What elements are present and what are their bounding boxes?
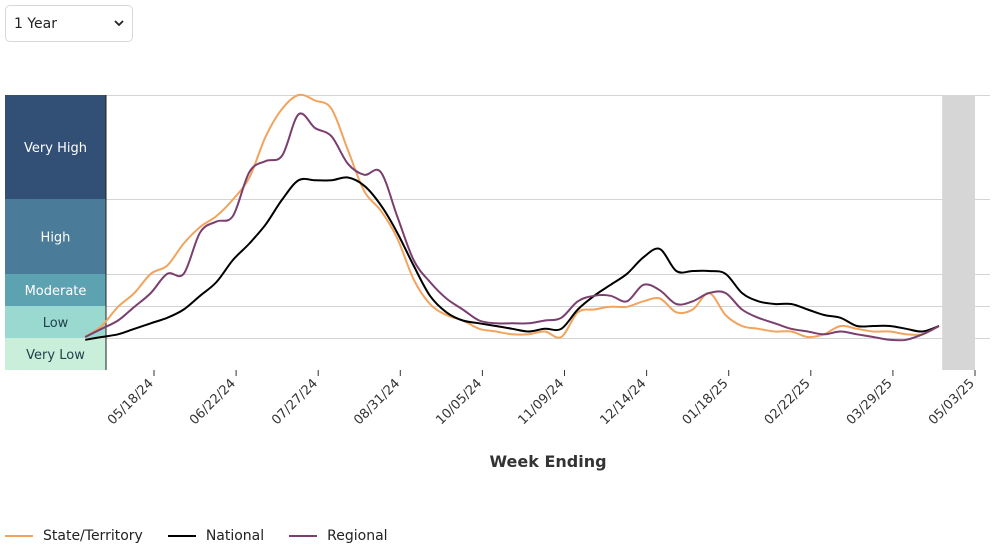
x-tick-label: 01/18/25 xyxy=(680,376,732,428)
x-axis: 05/18/24 06/22/24 07/27/24 08/31/24 10/05/24… xyxy=(105,370,978,428)
x-tick-label: 07/27/24 xyxy=(269,376,321,428)
series-line-state-territory xyxy=(84,93,940,339)
legend-item-national[interactable]: National xyxy=(167,528,265,544)
x-tick-label: 03/29/25 xyxy=(844,376,896,428)
level-label-very-high: Very High xyxy=(24,141,87,156)
projection-period-band xyxy=(942,95,975,370)
level-band-very-low xyxy=(5,338,106,370)
legend-item-regional[interactable]: Regional xyxy=(289,528,388,544)
x-tick-label: 12/14/24 xyxy=(598,376,650,428)
level-bands: Very High High Moderate Low Very Low xyxy=(5,95,106,370)
legend-item-state-territory[interactable]: State/Territory xyxy=(5,528,143,544)
x-tick-label: 10/05/24 xyxy=(433,376,485,428)
level-label-very-low: Very Low xyxy=(26,348,85,363)
series-lines xyxy=(84,93,940,342)
legend-label: State/Territory xyxy=(43,528,143,544)
level-band-high xyxy=(5,199,106,274)
legend-label: National xyxy=(205,528,265,544)
x-tick-label: 05/18/24 xyxy=(105,376,157,428)
chevron-down-icon xyxy=(114,20,124,27)
level-label-low: Low xyxy=(43,316,69,331)
legend-label: Regional xyxy=(327,528,388,544)
series-line-regional xyxy=(84,112,940,342)
x-tick-label: 08/31/24 xyxy=(351,376,403,428)
x-axis-title: Week Ending xyxy=(489,452,606,471)
level-label-high: High xyxy=(41,231,71,246)
level-band-moderate xyxy=(5,274,106,306)
time-range-select[interactable]: 1 Year xyxy=(5,5,133,42)
series-line-national xyxy=(85,176,940,341)
legend-swatch xyxy=(167,535,196,537)
level-band-low xyxy=(5,306,106,338)
chart-gridlines xyxy=(106,95,990,339)
x-tick-label: 06/22/24 xyxy=(187,376,239,428)
legend-swatch xyxy=(289,535,318,537)
x-tick-label: 05/03/25 xyxy=(926,376,978,428)
time-range-select-value: 1 Year xyxy=(14,16,57,32)
x-tick-label: 11/09/24 xyxy=(515,376,567,428)
x-tick-label: 02/22/25 xyxy=(762,376,814,428)
legend-swatch xyxy=(5,535,33,537)
chart-legend: State/Territory National Regional xyxy=(5,528,413,544)
level-band-very-high xyxy=(5,95,106,199)
level-label-moderate: Moderate xyxy=(25,284,87,299)
